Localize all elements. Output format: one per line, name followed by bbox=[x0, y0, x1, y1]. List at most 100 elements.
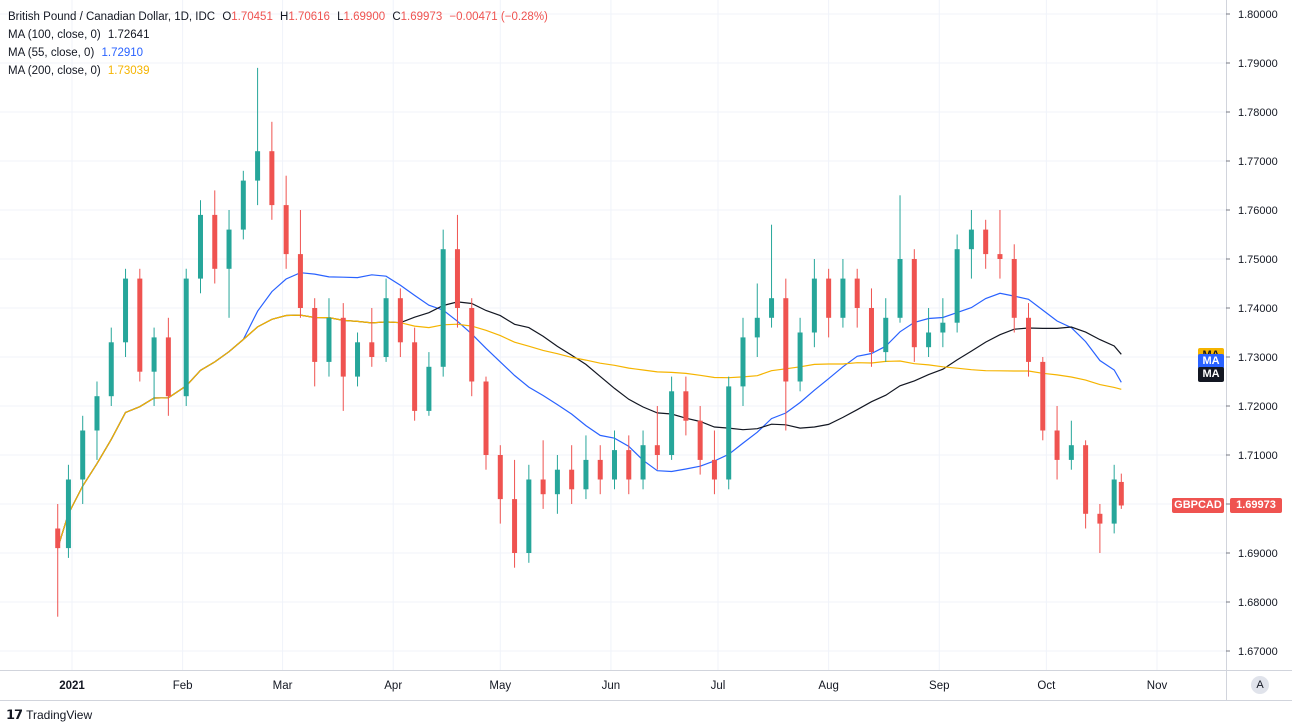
candle-64 bbox=[968, 210, 974, 279]
candle-body bbox=[740, 337, 746, 387]
ma200-line bbox=[57, 314, 1122, 549]
branding[interactable]: 𝟭𝟳 TradingView bbox=[6, 707, 92, 723]
candle-26 bbox=[426, 352, 432, 416]
candle-52 bbox=[797, 317, 803, 392]
candle-body bbox=[1054, 430, 1060, 460]
time-label-4: May bbox=[489, 680, 511, 692]
ma55-label: MA (55, close, 0) bbox=[8, 47, 95, 59]
candle-body bbox=[326, 317, 332, 362]
candle-23 bbox=[383, 278, 389, 362]
close-value: 1.69973 bbox=[400, 11, 443, 23]
ma100-line bbox=[57, 301, 1122, 549]
candle-43 bbox=[669, 376, 675, 460]
candle-body bbox=[483, 381, 489, 455]
candle-17 bbox=[297, 210, 303, 318]
candle-body bbox=[954, 249, 960, 323]
brand-name: TradingView bbox=[26, 708, 93, 722]
candle-body bbox=[151, 337, 157, 372]
candle-body bbox=[226, 229, 232, 269]
candle-33 bbox=[526, 464, 532, 563]
candle-body bbox=[1111, 479, 1117, 524]
candle-58 bbox=[883, 298, 889, 362]
ma100-legend-row[interactable]: MA (100, close, 0) 1.72641 bbox=[8, 26, 548, 44]
candle-body bbox=[811, 278, 817, 333]
candle-body bbox=[526, 479, 532, 553]
price-tick-label-12: 1.68000 bbox=[1238, 597, 1278, 609]
low-value: 1.69900 bbox=[343, 11, 386, 23]
candle-body bbox=[540, 479, 546, 495]
ma200-label: MA (200, close, 0) bbox=[8, 65, 101, 77]
candle-10 bbox=[197, 200, 203, 294]
candle-body bbox=[165, 337, 171, 397]
candle-body bbox=[383, 298, 389, 357]
candle-body bbox=[926, 332, 932, 348]
candle-20 bbox=[340, 303, 346, 411]
high-label: H bbox=[280, 11, 289, 23]
ma55-legend-row[interactable]: MA (55, close, 0) 1.72910 bbox=[8, 44, 548, 62]
candle-42 bbox=[654, 406, 660, 470]
price-tick-label-6: 1.74000 bbox=[1238, 303, 1278, 315]
candle-19 bbox=[326, 298, 332, 377]
candle-body bbox=[497, 455, 503, 500]
candle-4 bbox=[108, 327, 114, 406]
candle-59 bbox=[897, 195, 903, 323]
candle-body bbox=[769, 298, 775, 318]
candle-30 bbox=[483, 376, 489, 470]
candle-7 bbox=[151, 327, 157, 406]
candle-28 bbox=[454, 214, 460, 328]
candle-54 bbox=[826, 268, 832, 338]
candle-body bbox=[612, 450, 617, 480]
ma200-legend-row[interactable]: MA (200, close, 0) 1.73039 bbox=[8, 62, 548, 80]
candle-body bbox=[983, 229, 989, 255]
candle-36 bbox=[569, 445, 575, 504]
tradingview-logo-icon: 𝟭𝟳 bbox=[6, 707, 23, 722]
candle-24 bbox=[397, 288, 403, 357]
price-axis: 1.80000 1.79000 1.78000 1.77000 1.76000 1.750… bbox=[1226, 0, 1292, 727]
price-tick-label-13: 1.67000 bbox=[1238, 646, 1278, 658]
candle-16 bbox=[283, 175, 289, 269]
candle-body bbox=[369, 342, 375, 357]
price-tick-label-3: 1.77000 bbox=[1238, 156, 1278, 168]
candle-body bbox=[1118, 481, 1124, 506]
candle-body bbox=[1097, 513, 1103, 524]
candle-60 bbox=[911, 249, 917, 362]
candle-22 bbox=[369, 308, 375, 367]
candle-body bbox=[911, 259, 917, 348]
chart-legend: British Pound / Canadian Dollar, 1D, IDC… bbox=[8, 8, 548, 80]
symbol-legend-row[interactable]: British Pound / Canadian Dollar, 1D, IDC… bbox=[8, 8, 548, 26]
candle-12 bbox=[226, 210, 232, 318]
candle-57 bbox=[868, 288, 874, 367]
price-tick-label-2: 1.78000 bbox=[1238, 107, 1278, 119]
time-label-9: Oct bbox=[1037, 680, 1056, 692]
change-value: −0.00471 (−0.28%) bbox=[449, 11, 548, 23]
candle-66 bbox=[997, 210, 1003, 279]
candle-body bbox=[854, 278, 860, 308]
candle-2 bbox=[80, 415, 86, 504]
auto-scale-button[interactable]: A bbox=[1251, 676, 1269, 694]
moving-average-lines bbox=[57, 272, 1122, 549]
candle-61 bbox=[926, 308, 932, 357]
candle-47 bbox=[726, 376, 732, 490]
ma55-price-tag: MA bbox=[1198, 353, 1224, 369]
candle-18 bbox=[312, 298, 318, 387]
candle-body bbox=[654, 445, 660, 455]
ma100-price-tag: MA bbox=[1198, 367, 1224, 383]
candle-74 bbox=[1111, 464, 1117, 534]
price-tick-label-0: 1.80000 bbox=[1238, 9, 1278, 21]
ma55-value: 1.72910 bbox=[101, 47, 144, 59]
price-tick-label-4: 1.76000 bbox=[1238, 205, 1278, 217]
candle-48 bbox=[740, 317, 746, 406]
candle-body bbox=[997, 254, 1003, 259]
candle-body bbox=[726, 386, 732, 480]
candle-27 bbox=[440, 229, 446, 377]
candle-68 bbox=[1026, 303, 1032, 377]
time-label-6: Jul bbox=[711, 680, 726, 692]
ma200-value: 1.73039 bbox=[107, 65, 150, 77]
candle-body bbox=[711, 459, 717, 480]
candle-body bbox=[697, 420, 703, 460]
candle-body bbox=[554, 469, 560, 495]
candle-67 bbox=[1011, 244, 1017, 333]
last-price-tag: 1.69973 bbox=[1230, 497, 1282, 513]
candle-body bbox=[240, 180, 246, 230]
